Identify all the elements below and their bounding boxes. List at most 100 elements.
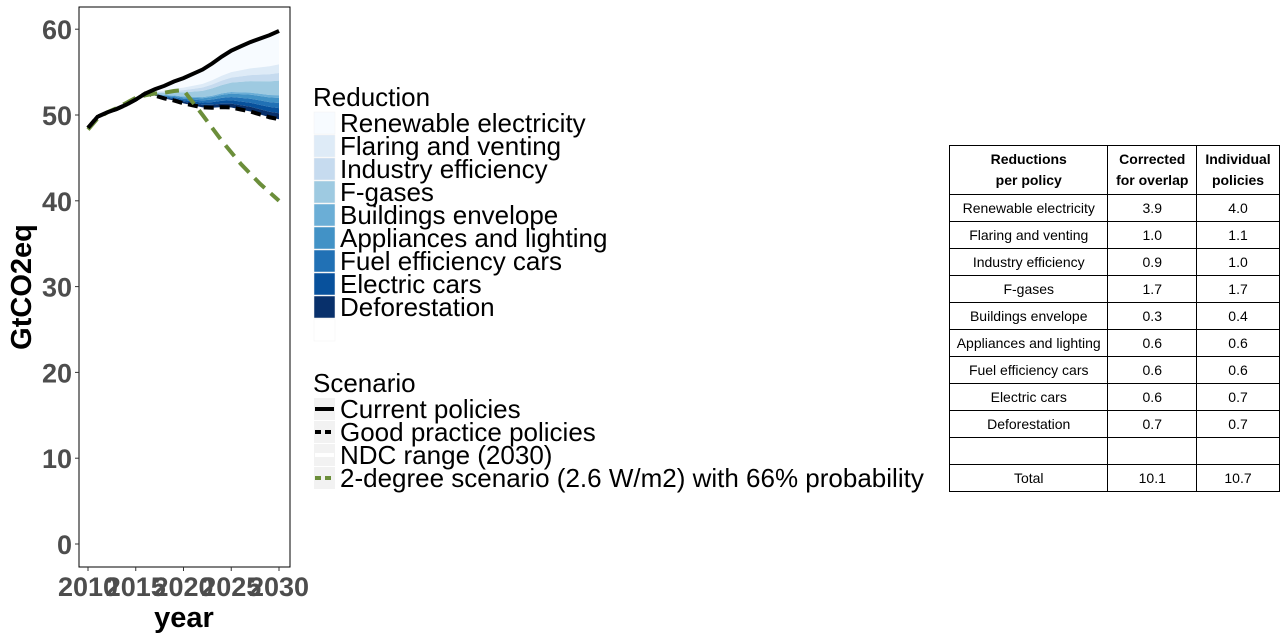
scenario-legend-label: Good practice policies	[340, 417, 596, 447]
reduction-legend-swatch	[313, 295, 336, 319]
table-cell: 1.7	[1196, 275, 1280, 303]
table-row: Flaring and venting 1.0 1.1	[948, 221, 1280, 249]
y-axis-title: GtCO2eq	[6, 224, 38, 350]
reduction-area-appliances-and-lighting	[145, 93, 279, 103]
table-row: F-gases 1.7 1.7	[948, 275, 1280, 303]
header-corrected-for-overlap: Corrected for overlap	[1107, 145, 1198, 195]
scenario-legend-label: 2-degree scenario (2.6 W/m2) with 66% pr…	[340, 463, 924, 493]
table-cell: 0.7	[1196, 410, 1280, 438]
table-row: Industry efficiency 0.9 1.0	[948, 248, 1280, 276]
table-row: Appliances and lighting 0.6 0.6	[948, 329, 1280, 357]
table-cell: Renewable electricity	[948, 194, 1109, 222]
table-row: Buildings envelope 0.3 0.4	[948, 302, 1280, 330]
reduction-legend-label: Appliances and lighting	[340, 223, 607, 253]
axes: 010203040506020102015202020252030yearGtC…	[6, 6, 309, 634]
reduction-area-renewable-electricity	[145, 30, 279, 94]
x-tick-label: 2030	[249, 572, 309, 602]
reduction-area-fuel-efficiency-cars	[145, 93, 279, 109]
reduction-legend-label: Buildings envelope	[340, 200, 558, 230]
scenario-legend-title: Scenario	[313, 368, 416, 398]
table-cell: 0.9	[1107, 248, 1198, 276]
table-row: Renewable electricity 3.9 4.0	[948, 194, 1280, 222]
x-tick-label: 2025	[201, 572, 261, 602]
table-cell: Appliances and lighting	[948, 329, 1109, 357]
reduction-area-industry-efficiency	[145, 72, 279, 94]
table-cell: 1.1	[1196, 221, 1280, 249]
reduction-area-electric-cars	[145, 93, 279, 114]
y-tick-label: 50	[42, 101, 72, 131]
table-cell: Electric cars	[948, 383, 1109, 411]
table-cell: 1.0	[1107, 221, 1198, 249]
reductions-table: Reductions per policy Corrected for overla…	[948, 145, 1280, 492]
reduction-legend-swatch	[313, 272, 336, 296]
reduction-legend-blank-swatch	[313, 318, 336, 342]
table-cell: Total	[948, 464, 1109, 492]
table-cell: 0.6	[1196, 329, 1280, 357]
table-row	[948, 437, 1280, 465]
table-cell: Deforestation	[948, 410, 1109, 438]
table-cell: 10.7	[1196, 464, 1280, 492]
reduction-legend-label: Electric cars	[340, 269, 482, 299]
reduction-legend-label: Deforestation	[340, 292, 495, 322]
y-tick-label: 10	[42, 444, 72, 474]
reduction-legend-swatch	[313, 134, 336, 158]
table-cell	[1107, 437, 1198, 465]
y-tick-label: 20	[42, 358, 72, 388]
table-row: Fuel efficiency cars 0.6 0.6	[948, 356, 1280, 384]
reduction-legend-swatch	[313, 226, 336, 250]
reduction-legend-swatch	[313, 249, 336, 273]
y-tick-label: 60	[42, 15, 72, 45]
table-cell: Buildings envelope	[948, 302, 1109, 330]
table-row: Electric cars 0.6 0.7	[948, 383, 1280, 411]
table-cell: Industry efficiency	[948, 248, 1109, 276]
reduction-legend-label: Flaring and venting	[340, 131, 561, 161]
scenario-legend-key-bg	[314, 421, 335, 443]
reduction-legend-label: Renewable electricity	[340, 108, 586, 138]
table-cell	[1196, 437, 1280, 465]
x-tick-label: 2015	[106, 572, 166, 602]
y-tick-label: 40	[42, 187, 72, 217]
reduction-legend-label: F-gases	[340, 177, 434, 207]
table-header-row: Reductions per policy Corrected for overla…	[948, 145, 1280, 195]
table-cell: 1.7	[1107, 275, 1198, 303]
table-cell: 0.7	[1196, 383, 1280, 411]
scenario-legend-label: NDC range (2030)	[340, 440, 552, 470]
plot-area	[86, 29, 281, 203]
reduction-legend-swatch	[313, 180, 336, 204]
table-cell: 0.6	[1107, 356, 1198, 384]
table-cell: 10.1	[1107, 464, 1198, 492]
reduction-legend-swatch	[313, 157, 336, 181]
table-cell: 0.3	[1107, 302, 1198, 330]
x-axis-title: year	[154, 602, 214, 634]
table-cell: 0.7	[1107, 410, 1198, 438]
header-reductions-per-policy: Reductions per policy	[948, 145, 1109, 195]
y-tick-label: 30	[42, 273, 72, 303]
reduction-area-buildings-envelope	[145, 92, 279, 99]
reduction-area-f-gases	[145, 80, 279, 98]
table-cell: 1.0	[1196, 248, 1280, 276]
table-row: Total 10.1 10.7	[948, 464, 1280, 492]
table-cell: 0.6	[1196, 356, 1280, 384]
table-cell	[948, 437, 1109, 465]
table-cell: 0.6	[1107, 383, 1198, 411]
reduction-legend-title: Reduction	[313, 82, 430, 112]
table-cell: 0.4	[1196, 302, 1280, 330]
table-cell: Fuel efficiency cars	[948, 356, 1109, 384]
table-row: Deforestation 0.7 0.7	[948, 410, 1280, 438]
reduction-legend-label: Fuel efficiency cars	[340, 246, 562, 276]
scenario-legend-label: Current policies	[340, 394, 521, 424]
reduction-legend-swatch	[313, 203, 336, 227]
reduction-area-flaring-and-venting	[145, 64, 279, 94]
table-cell: Flaring and venting	[948, 221, 1109, 249]
reduction-legend-label: Industry efficiency	[340, 154, 548, 184]
y-tick-label: 0	[57, 530, 72, 560]
x-tick-label: 2010	[58, 572, 118, 602]
table-cell: 0.6	[1107, 329, 1198, 357]
header-individual-policies: Individual policies	[1196, 145, 1280, 195]
x-tick-label: 2020	[153, 572, 213, 602]
table-cell: 3.9	[1107, 194, 1198, 222]
reduction-legend-swatch	[313, 111, 336, 135]
current-policies-line	[86, 29, 280, 130]
